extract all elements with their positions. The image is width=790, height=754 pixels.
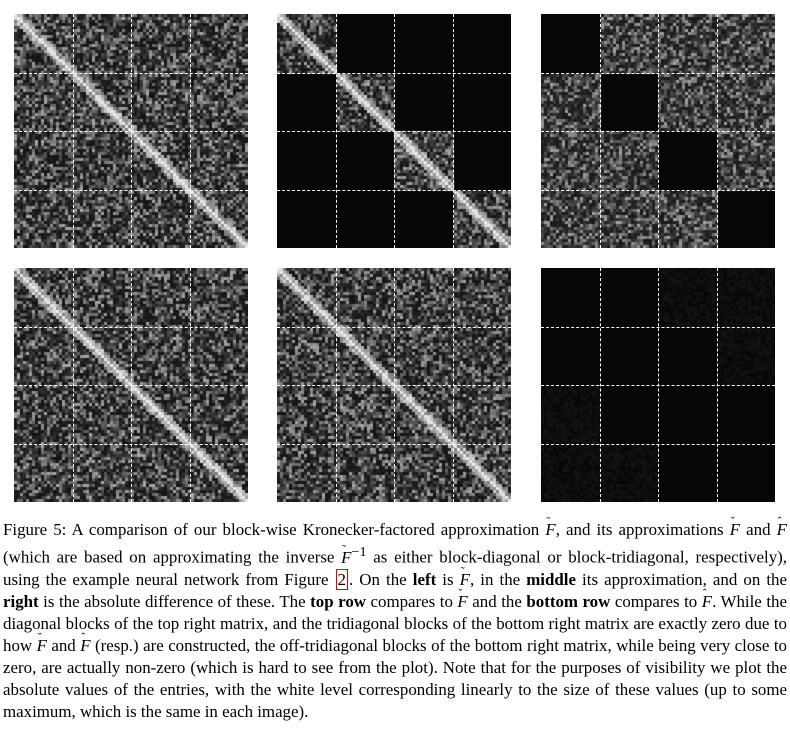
panel-bottom-middle: [277, 268, 511, 502]
caption-text: and the: [467, 591, 527, 611]
math-f-tilde: F ˜: [545, 514, 556, 539]
block-divider-horizontal: [541, 443, 775, 445]
block-divider-vertical: [716, 268, 718, 502]
panel-bottom-right: [541, 268, 775, 502]
caption-text: its approximation, and on the: [575, 569, 787, 589]
panel-top-right: [541, 14, 775, 248]
block-divider-horizontal: [14, 443, 248, 445]
caption-text: (resp.) are constructed, the off-tridiag…: [3, 635, 787, 721]
caption-text: as either block-diagonal or block-tridia…: [3, 547, 787, 589]
block-divider-horizontal: [541, 131, 775, 132]
caption-bold-middle: middle: [526, 569, 576, 589]
caption-text: , and its approximations: [555, 520, 724, 539]
caption-text: compares to: [610, 591, 702, 611]
caption-text: compares to: [365, 591, 458, 611]
caption-text: (which are based on approximating the in…: [3, 547, 342, 567]
block-divider-horizontal: [14, 189, 248, 191]
block-divider-vertical: [452, 14, 454, 248]
caption-text: . On the: [348, 569, 413, 589]
block-divider-horizontal: [277, 385, 511, 386]
block-divider-vertical: [716, 14, 718, 248]
panel-top-middle: [277, 14, 511, 248]
math-f-tilde: F ˜: [459, 563, 470, 589]
figure-caption: Figure 5: A comparison of our block-wise…: [3, 514, 787, 723]
caption-text: is: [436, 569, 460, 589]
caption-bold-top-row: top row: [310, 591, 366, 611]
block-divider-vertical: [452, 268, 454, 502]
block-divider-horizontal: [277, 189, 511, 191]
caption-text: , in the: [469, 569, 527, 589]
block-divider-horizontal: [541, 385, 775, 386]
block-divider-horizontal: [14, 385, 248, 386]
block-divider-horizontal: [277, 131, 511, 132]
block-divider-vertical: [189, 14, 191, 248]
math-exponent: −1: [351, 544, 367, 560]
caption-text: and: [46, 635, 81, 655]
block-divider-horizontal: [277, 443, 511, 445]
caption-text: . While the diagonal blocks of the top r…: [3, 591, 787, 655]
caption-text: Figure 5: A comparison of our block-wise…: [3, 520, 546, 539]
caption-text: and: [740, 520, 777, 539]
figure-2-link[interactable]: 2: [335, 568, 348, 590]
block-divider-vertical: [189, 268, 191, 502]
caption-bold-bottom-row: bottom row: [526, 591, 611, 611]
caption-bold-left: left: [412, 569, 437, 589]
math-f-tilde-inverse: F ˜: [341, 541, 352, 567]
block-divider-horizontal: [14, 131, 248, 132]
caption-bold-right: right: [3, 591, 39, 611]
panel-top-left: [14, 14, 248, 248]
caption-text: is the absolute difference of these. The: [38, 591, 311, 611]
block-divider-horizontal: [541, 189, 775, 191]
panel-bottom-left: [14, 268, 248, 502]
